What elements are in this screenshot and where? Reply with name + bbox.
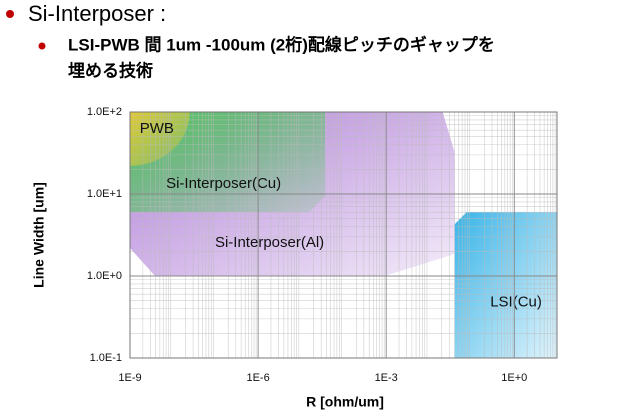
y-tick-label: 1.0E+1 [87,188,122,200]
x-tick-label: 1E-3 [375,372,398,384]
bullet-text: 埋める技術 [68,60,153,80]
x-tick-label: 1E-6 [246,372,269,384]
region-label: PWB [140,120,174,137]
slide-title: Si-Interposer : [28,1,166,26]
bullet-dot [38,42,46,50]
y-tick-label: 1.0E+0 [87,270,122,282]
region [454,212,557,358]
y-tick-label: 1.0E-1 [90,352,122,364]
y-tick-label: 1.0E+2 [87,106,122,118]
x-tick-label: 1E-9 [118,372,141,384]
region-label: Si-Interposer(Cu) [166,175,281,192]
y-axis-label: Line Width [um] [31,182,47,288]
region-label: LSI(Cu) [490,294,542,311]
x-axis-label: R [ohm/um] [306,394,384,410]
bullet-dot [6,10,14,18]
bullet-text: LSI-PWB 間 1um -100um (2桁)配線ピッチのギャップを [68,34,495,54]
region-label: Si-Interposer(Al) [215,234,324,251]
plot-frame [129,111,558,359]
x-tick-label: 1E+0 [501,372,527,384]
plot-area: Si-Interposer(Al) LSI(Cu) Si-Interposer(Cu… [129,111,558,359]
